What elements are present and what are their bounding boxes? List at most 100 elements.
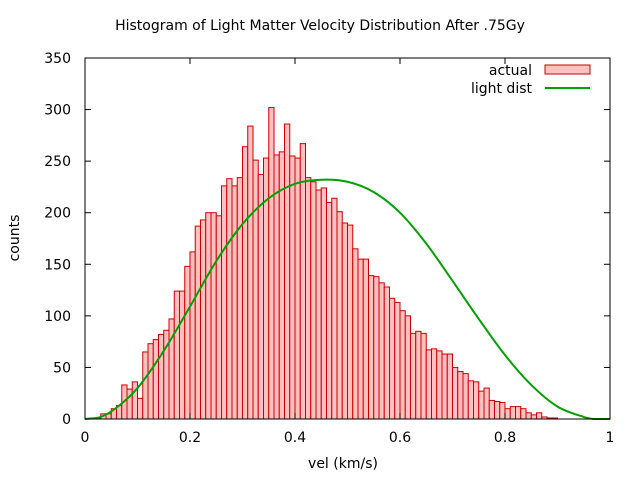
histogram-bar (452, 366, 459, 420)
histogram-bar (536, 412, 543, 420)
axes: 0 0.2 0.4 0.6 0.8 1 0 50 100 150 200 250 300 350 (44, 51, 614, 446)
histogram-bar (299, 143, 306, 420)
y-tick-label: 100 (44, 309, 71, 325)
y-tick-label: 200 (44, 206, 71, 222)
histogram-bar (499, 402, 506, 420)
histogram-bar (394, 301, 401, 420)
histogram-bar (257, 174, 264, 420)
histogram-bar (399, 310, 406, 420)
histogram-bar (378, 282, 385, 420)
histogram-bar (488, 399, 495, 420)
y-tick-label: 50 (53, 360, 71, 376)
histogram-bar (179, 290, 186, 420)
histogram-bar (404, 315, 411, 420)
histogram-bar (215, 215, 222, 420)
histogram-bar (373, 276, 380, 420)
histogram-bar (415, 330, 422, 420)
light-dist-curve-group (84, 178, 610, 420)
histogram-bar (410, 332, 417, 420)
histogram-bar (221, 185, 228, 420)
histogram-bar (278, 151, 285, 420)
histogram-bar (431, 348, 438, 420)
histogram-bar (173, 290, 180, 420)
histogram-bar (478, 390, 485, 420)
light-dist-curve (84, 178, 610, 420)
histogram-bar (446, 353, 453, 420)
histogram-bars (89, 107, 558, 420)
x-tick-label: 1 (606, 430, 615, 446)
histogram-bar (184, 265, 191, 420)
histogram-bar (252, 159, 259, 420)
x-tick-label: 0.8 (494, 430, 516, 446)
histogram-bar (462, 373, 469, 420)
histogram-bar (520, 408, 527, 420)
histogram-bar (483, 387, 490, 420)
legend: actual light dist (471, 63, 591, 97)
y-tick-label: 250 (44, 154, 71, 170)
histogram-bar (436, 350, 443, 420)
histogram-bar (525, 412, 532, 420)
histogram-bar (473, 381, 480, 420)
histogram-bar (205, 212, 212, 420)
histogram-bar (268, 107, 275, 420)
histogram-bar (530, 414, 537, 420)
histogram-bar (294, 157, 301, 420)
histogram-bar (142, 351, 149, 420)
x-axis-label: vel (km/s) (308, 456, 378, 472)
histogram-bar (494, 400, 501, 420)
histogram-bar (362, 258, 369, 420)
histogram-bar (515, 406, 522, 420)
histogram-bar (263, 157, 270, 420)
x-tick-label: 0.2 (179, 430, 201, 446)
y-tick-label: 150 (44, 257, 71, 273)
histogram-bar (315, 189, 322, 420)
y-tick-label: 300 (44, 103, 71, 119)
histogram-bar (457, 371, 464, 420)
histogram-bar (194, 225, 201, 420)
histogram-bar (137, 397, 144, 420)
histogram-bar (368, 275, 375, 420)
histogram-bar (509, 406, 516, 420)
histogram-bar (147, 343, 154, 420)
histogram-bar (357, 258, 364, 420)
legend-label-light-dist: light dist (471, 81, 533, 97)
histogram-bar (284, 123, 291, 420)
histogram-bar (331, 197, 338, 420)
histogram-bar (289, 155, 296, 420)
histogram-bar (336, 211, 343, 420)
histogram-bar (200, 219, 207, 420)
histogram-bar (210, 212, 217, 420)
histogram-bar (441, 353, 448, 420)
histogram-bar (425, 349, 432, 420)
histogram-bar (326, 201, 333, 420)
histogram-bar (383, 286, 390, 420)
histogram-bar (467, 380, 474, 420)
histogram-bar (247, 125, 254, 420)
y-tick-label: 0 (62, 412, 71, 428)
histogram-bar (347, 224, 354, 420)
histogram-bar (231, 185, 238, 420)
histogram-bar (131, 381, 138, 420)
histogram-bar (189, 251, 196, 420)
histogram-bar (310, 181, 317, 420)
histogram-bar (352, 248, 359, 420)
legend-label-actual: actual (489, 63, 532, 79)
histogram-bar (389, 297, 396, 420)
histogram-bar (226, 178, 233, 420)
x-tick-label: 0.6 (389, 430, 411, 446)
histogram-bar (236, 177, 243, 420)
y-tick-label: 350 (44, 51, 71, 67)
histogram-bar (341, 222, 348, 420)
histogram-bar (420, 332, 427, 420)
histogram-bar (242, 146, 249, 420)
plot-frame (84, 57, 611, 420)
x-tick-label: 0.4 (284, 430, 306, 446)
histogram-bar (320, 187, 327, 420)
histogram-bar (305, 177, 312, 420)
x-tick-label: 0 (81, 430, 90, 446)
histogram-bar (152, 339, 159, 420)
chart-title: Histogram of Light Matter Velocity Distr… (115, 18, 525, 34)
histogram-bar (504, 408, 511, 420)
histogram-bar (158, 333, 165, 420)
